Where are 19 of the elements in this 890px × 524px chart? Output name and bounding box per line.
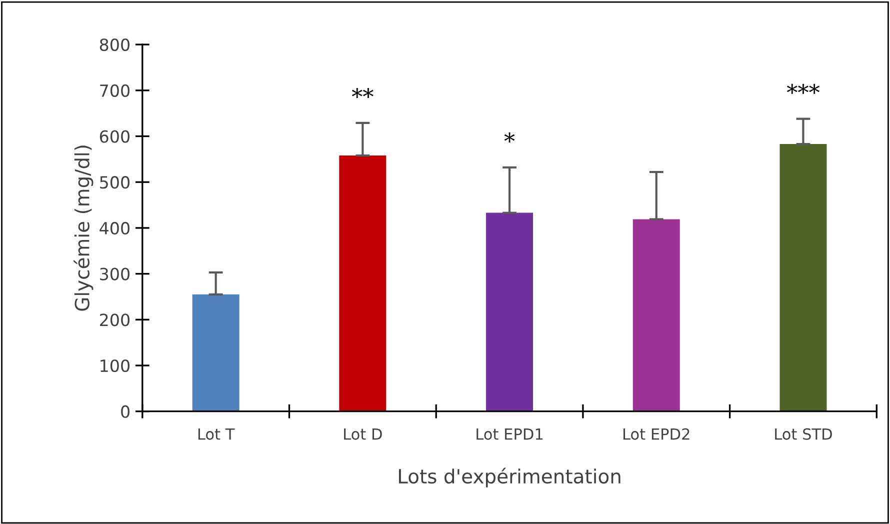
x-tick-label: Lot T bbox=[198, 428, 235, 440]
y-tick-label: 300 bbox=[100, 268, 130, 280]
x-axis-title: Lots d'expérimentation bbox=[399, 468, 620, 488]
data-label: * bbox=[504, 132, 515, 143]
y-tick-label: 700 bbox=[100, 84, 130, 97]
x-tick-label: Lot D bbox=[344, 428, 382, 440]
y-tick-label: 200 bbox=[100, 314, 130, 326]
x-tick-label: Lot EPD2 bbox=[623, 428, 690, 440]
y-tick-label: 800 bbox=[100, 38, 130, 52]
data-label: *** bbox=[786, 84, 820, 94]
x-tick-label: Lot STD bbox=[775, 428, 832, 440]
y-tick-label: 0 bbox=[121, 405, 130, 418]
y-tick-label: 100 bbox=[100, 359, 130, 372]
data-label: ** bbox=[352, 88, 374, 98]
y-tick-label: 600 bbox=[100, 130, 130, 143]
y-tick-label: 400 bbox=[100, 222, 130, 235]
y-tick-label: 500 bbox=[100, 176, 130, 189]
x-tick-label: Lot EPD1 bbox=[476, 428, 543, 440]
y-axis-title: Glycémie (mg/dl) bbox=[74, 146, 94, 311]
